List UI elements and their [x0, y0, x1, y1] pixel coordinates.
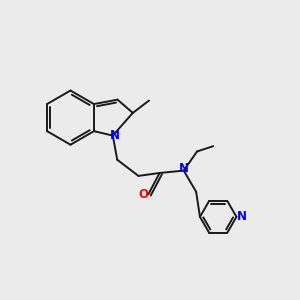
- Text: N: N: [237, 210, 247, 223]
- Text: N: N: [179, 162, 189, 175]
- Text: O: O: [138, 188, 148, 201]
- Text: N: N: [110, 129, 120, 142]
